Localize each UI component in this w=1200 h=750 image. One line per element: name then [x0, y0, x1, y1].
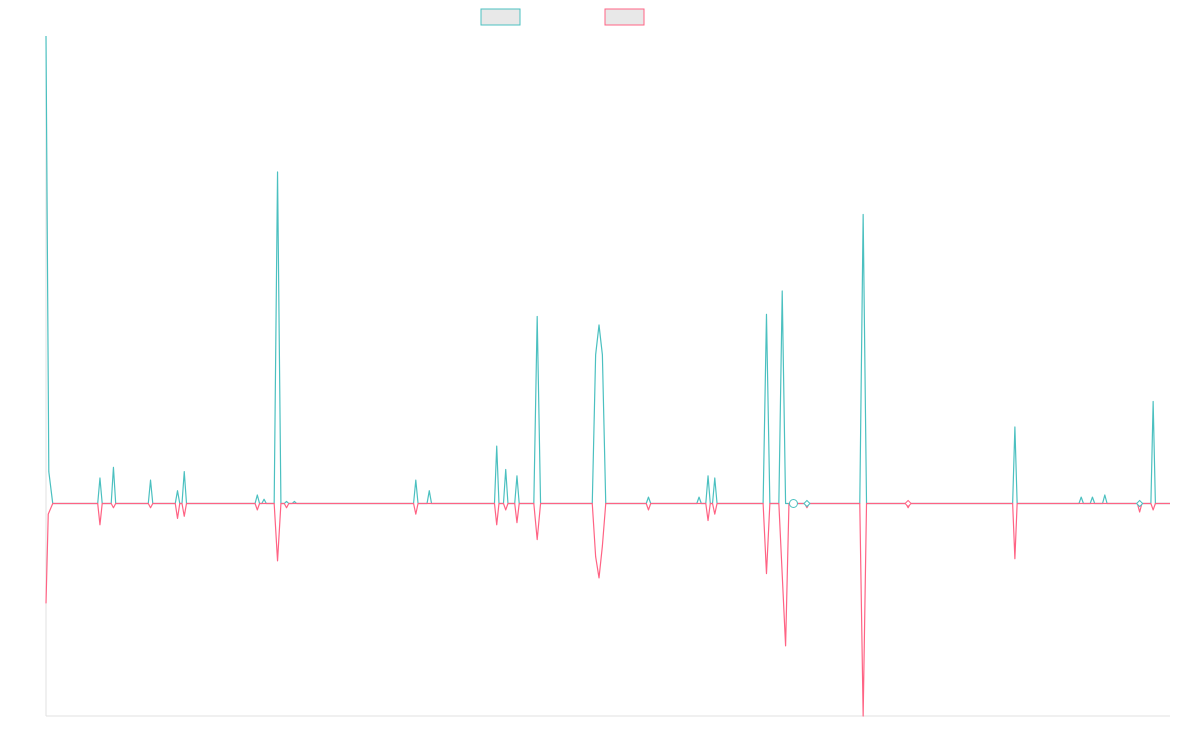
legend-swatch-teal[interactable]: [480, 8, 521, 26]
legend-swatch-pink[interactable]: [604, 8, 645, 26]
data-point-marker: [1135, 499, 1144, 508]
data-point-marker: [788, 499, 798, 508]
data-point-marker: [904, 499, 912, 508]
series-line-pink: [45, 502, 1170, 717]
series-line-teal: [45, 35, 1170, 505]
data-point-marker: [803, 499, 811, 508]
axes: [45, 36, 1170, 717]
plot-area: [45, 35, 1170, 717]
legend[interactable]: [480, 8, 645, 26]
